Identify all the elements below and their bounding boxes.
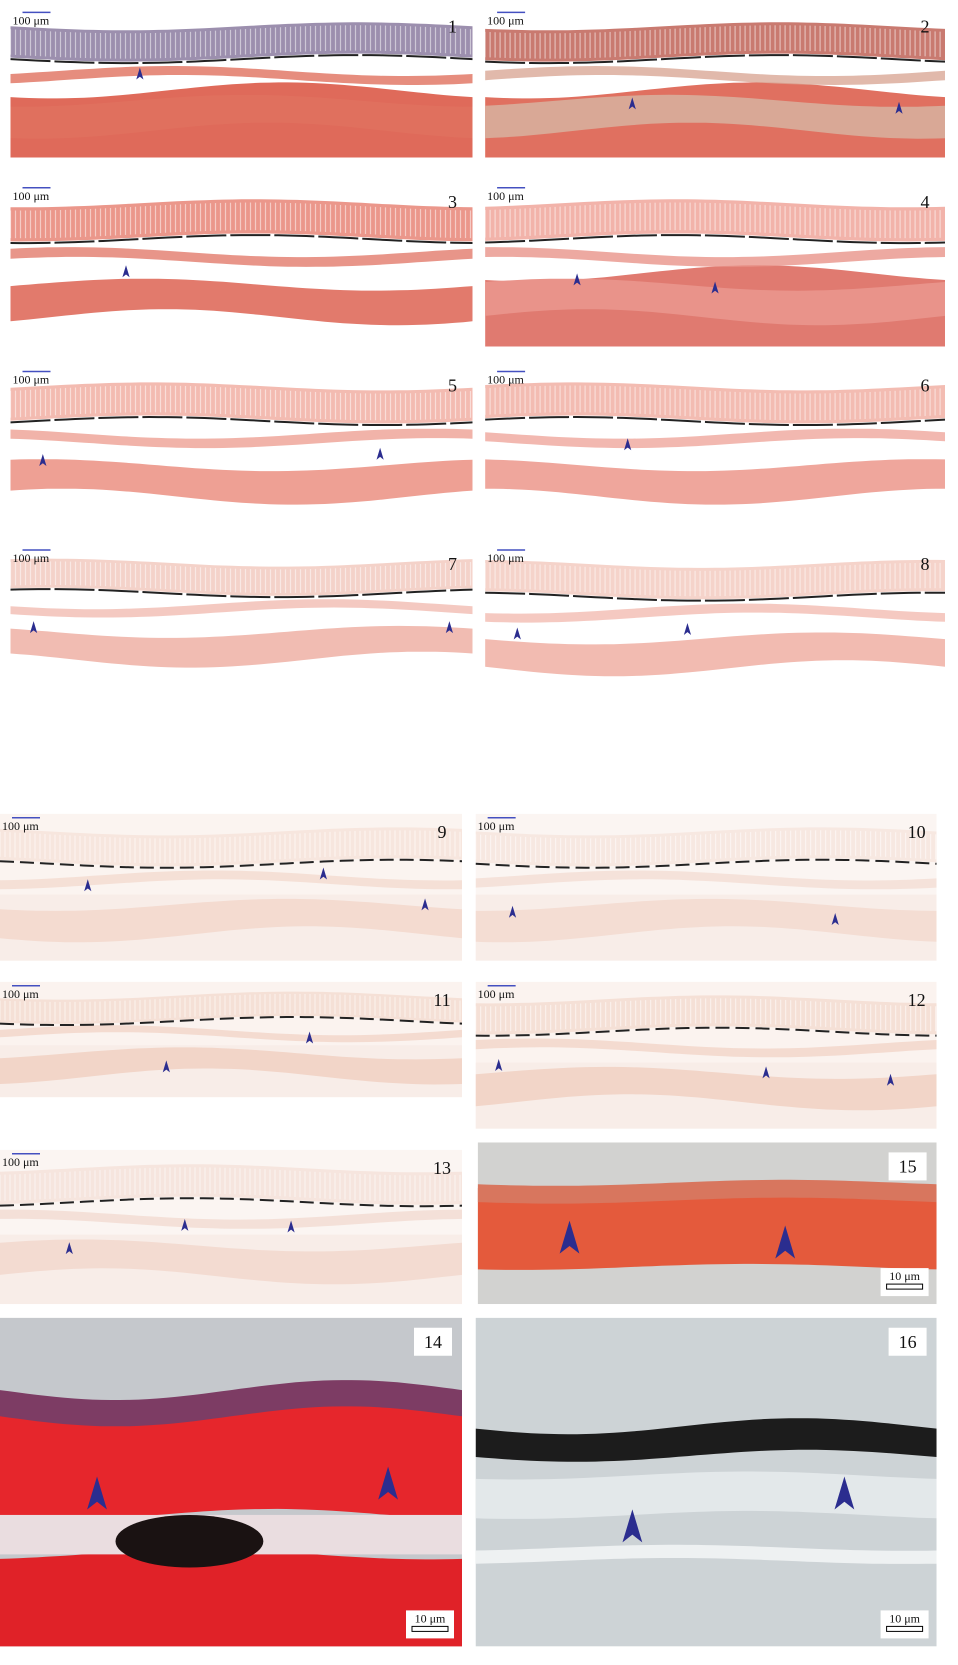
scale-label: 10 μm (415, 1611, 446, 1625)
page: {"panels": [ {"number": "1", "scale_bar"… (0, 0, 958, 1665)
panel-number: 6 (921, 376, 930, 396)
micrograph-panel (0, 1318, 462, 1663)
scale-bar (887, 1284, 923, 1289)
panel-number: 9 (438, 822, 447, 842)
scale-label: 100 μm (2, 987, 39, 1001)
panel-number: 12 (908, 990, 926, 1010)
micrograph-panel (485, 368, 945, 526)
micrograph-panel (11, 368, 473, 526)
panel-number: 13 (433, 1158, 451, 1178)
micrograph-panel (11, 546, 473, 685)
micrograph-panel (0, 814, 462, 961)
scale-label: 100 μm (13, 13, 50, 27)
micrograph-panel (485, 184, 945, 379)
scale-label: 100 μm (2, 819, 39, 833)
figure: 1 100 μm 2 100 μm 3 100 μm 4 100 μm 5 100 μm 6 100 … (0, 0, 958, 1665)
scale-label: 100 μm (2, 1155, 39, 1169)
micrograph-panel (11, 184, 473, 347)
micrograph-panel (485, 546, 945, 695)
panel-number: 4 (921, 192, 930, 212)
micrograph-panel (476, 982, 937, 1129)
panel-number: 15 (899, 1156, 917, 1176)
scale-label: 100 μm (13, 551, 50, 565)
pigment (116, 1515, 264, 1568)
scale-label: 10 μm (889, 1269, 920, 1283)
panel-number: 7 (448, 554, 457, 574)
micrograph-panel (0, 982, 462, 1098)
scale-label: 100 μm (478, 987, 515, 1001)
micrograph-panel (11, 8, 473, 187)
panel-number: 16 (899, 1332, 917, 1352)
scale-label: 100 μm (478, 819, 515, 833)
panel-number: 14 (424, 1332, 442, 1352)
scale-label: 100 μm (487, 13, 524, 27)
scale-label: 100 μm (13, 189, 50, 203)
micrograph-panel (478, 1142, 937, 1304)
micrograph-panel (485, 8, 945, 187)
panel-number: 8 (921, 554, 930, 574)
panel-number: 2 (921, 16, 930, 36)
scale-label: 100 μm (487, 551, 524, 565)
scale-label: 100 μm (487, 189, 524, 203)
scale-bar (887, 1626, 923, 1631)
scale-label: 100 μm (487, 373, 524, 387)
panel-number: 3 (448, 192, 457, 212)
panel-number: 5 (448, 376, 457, 396)
scale-label: 10 μm (889, 1611, 920, 1625)
micrograph-panel (476, 1318, 937, 1647)
panel-number: 1 (448, 16, 457, 36)
panel-number: 11 (433, 990, 450, 1010)
micrograph-panel (0, 1150, 462, 1304)
fibre (0, 1549, 462, 1662)
scale-label: 100 μm (13, 373, 50, 387)
panel-number: 10 (908, 822, 926, 842)
micrograph-panel (476, 814, 937, 961)
scale-bar (412, 1626, 448, 1631)
